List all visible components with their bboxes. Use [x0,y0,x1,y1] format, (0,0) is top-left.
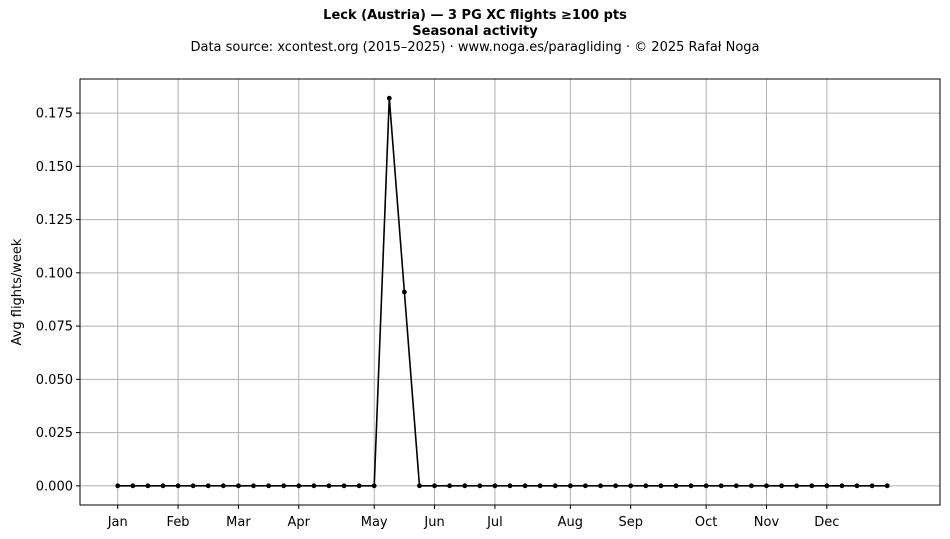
x-tick-label: Jan [107,515,128,530]
data-point [643,483,649,489]
data-point [205,483,211,489]
data-point [341,483,347,489]
data-point [779,483,784,489]
data-point [552,483,558,489]
data-point [386,95,392,101]
y-tick-label: 0.000 [36,479,73,494]
y-tick-label: 0.175 [36,107,73,122]
data-point [809,483,815,489]
axes: 0.000 0.025 0.050 0.075 0.100 0.125 0.150 0.175… [36,107,840,530]
data-point [296,483,302,489]
data-source-note: Data source: xcontest.org (2015–2025) · … [190,40,760,55]
data-point [130,483,136,489]
data-point [115,483,121,489]
x-tick-label: Apr [288,515,311,530]
x-tick-label: Mar [226,515,251,530]
data-point [658,483,664,489]
data-point [764,483,769,489]
data-point [703,483,709,489]
data-point [583,483,588,489]
data-point [688,483,694,489]
series [115,95,890,489]
plot-frame [79,78,941,506]
data-point [749,483,754,489]
data-point [507,483,513,489]
data-point [220,483,226,489]
data-point [311,483,317,489]
x-tick-label: Oct [695,515,717,530]
x-tick-label: May [361,515,388,530]
data-point [190,483,196,489]
data-point [839,483,845,489]
data-point [175,483,181,489]
data-point [567,483,573,489]
data-point [401,289,407,295]
data-point [492,483,498,489]
data-point [733,483,739,489]
x-tick-label: Jul [486,515,503,530]
series-line [117,97,888,487]
data-point [854,483,860,489]
data-point [266,483,271,489]
data-point [432,483,437,489]
data-point [522,483,528,489]
data-point [371,483,377,489]
data-point [537,483,543,489]
x-tick-label: Sep [618,515,643,530]
data-point [598,483,603,489]
data-point [236,483,241,489]
y-axis-label: Avg flights/week [10,238,25,345]
data-point [447,483,453,489]
x-tick-label: Nov [754,515,780,530]
x-tick-label: Dec [814,515,839,530]
data-point [462,483,468,489]
data-point [477,483,483,489]
grid [80,79,940,505]
y-tick-label: 0.025 [36,426,73,441]
data-point [417,483,422,489]
data-point [356,483,362,489]
data-point [718,483,724,489]
data-point [824,483,830,489]
y-tick-label: 0.050 [36,373,73,388]
y-tick-label: 0.100 [36,266,73,281]
x-tick-label: Feb [167,515,190,530]
data-point [628,483,634,489]
data-point [326,483,332,489]
data-point [869,483,875,489]
x-tick-label: Aug [558,515,583,530]
data-point [613,483,619,489]
data-point [673,483,679,489]
data-point [884,483,890,489]
data-point [160,483,166,489]
data-point [281,483,287,489]
chart-subtitle: Seasonal activity [412,24,538,39]
data-point [145,483,151,489]
y-tick-label: 0.125 [36,213,73,228]
y-tick-label: 0.150 [36,160,73,175]
x-tick-label: Jun [423,515,444,530]
chart-header: Leck (Austria) — 3 PG XC flights ≥100 pt… [0,8,950,56]
data-point [794,483,800,489]
chart-title: Leck (Austria) — 3 PG XC flights ≥100 pt… [323,8,627,23]
y-tick-label: 0.075 [36,320,73,335]
data-point [251,483,256,489]
